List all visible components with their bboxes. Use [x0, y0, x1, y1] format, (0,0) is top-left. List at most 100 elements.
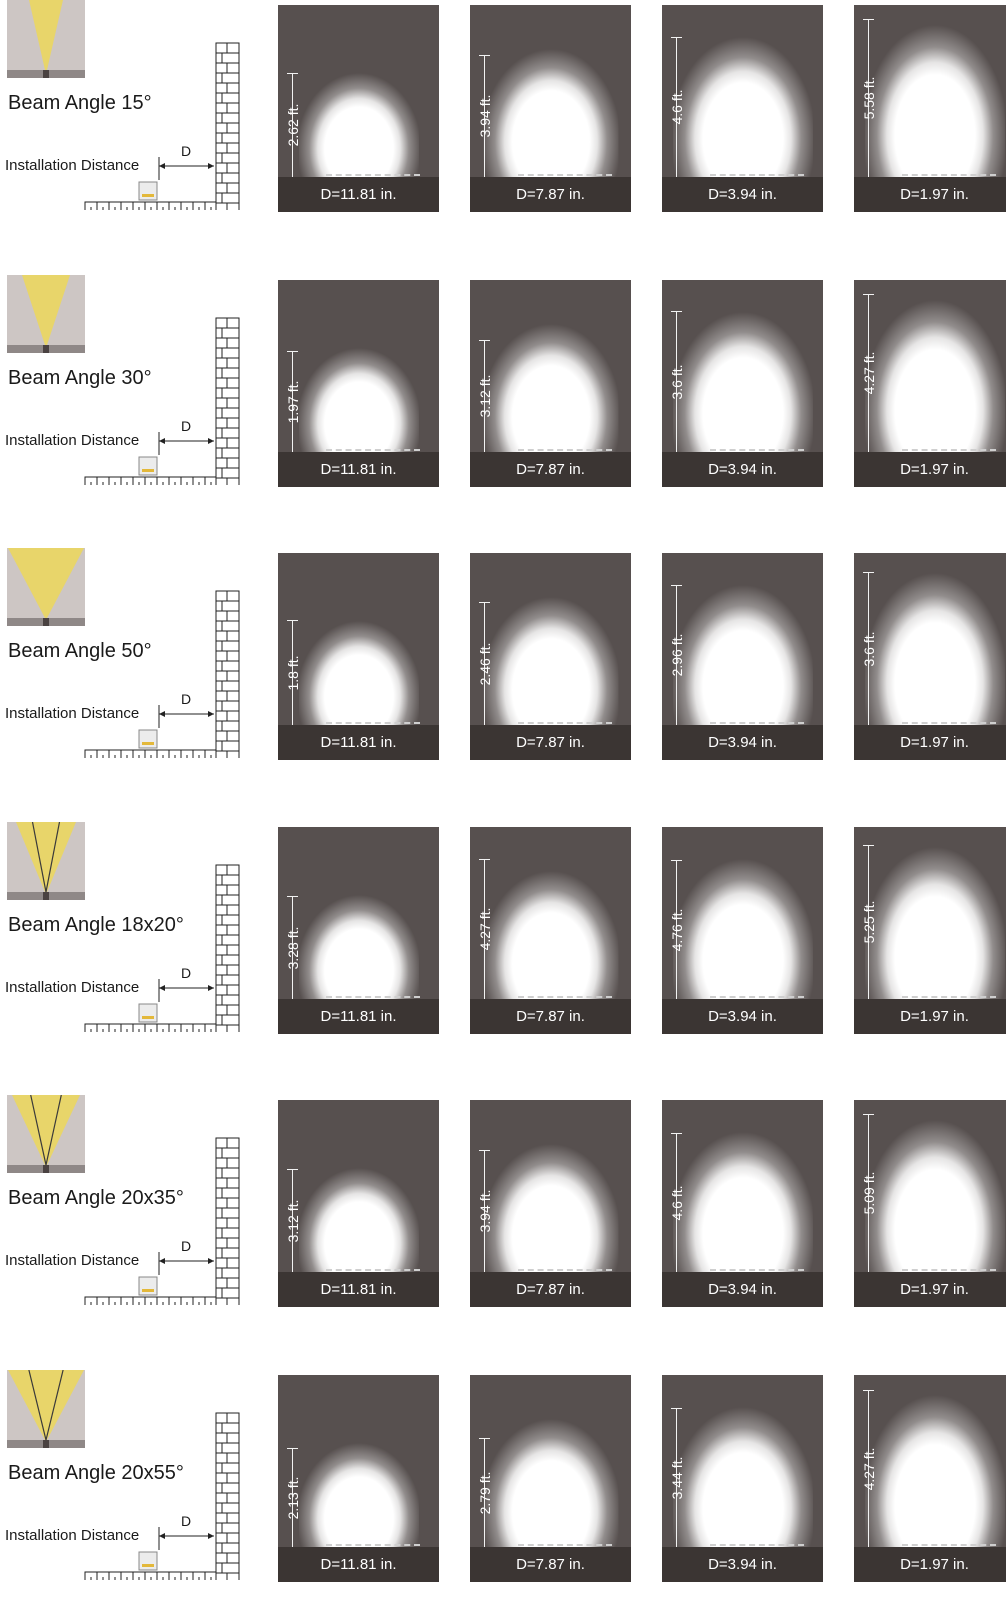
- throw-height-label: 5.09 ft.: [861, 1171, 877, 1215]
- installation-diagram: Beam Angle 18x20° D Installation Distance: [0, 822, 250, 1032]
- panel-floor: [470, 725, 631, 760]
- light-glow: [483, 292, 618, 452]
- throw-height-label: 3.12 ft.: [285, 1199, 301, 1242]
- led-strip: [710, 174, 804, 176]
- distance-label: D=11.81 in.: [320, 461, 397, 478]
- light-beam-panel: 1.8 ft. D=11.81 in.: [278, 553, 439, 760]
- beam-thumbnail-icon: [7, 1370, 85, 1448]
- installation-diagram: Beam Angle 15° D Installation Distance: [0, 0, 250, 210]
- light-beam-panel: 3.94 ft. D=7.87 in.: [470, 1100, 631, 1307]
- distance-d-label: D: [181, 418, 192, 434]
- distance-label: D=1.97 in.: [900, 1556, 969, 1573]
- wall-diagram: [84, 317, 240, 485]
- light-glow: [864, 1375, 1005, 1547]
- light-beam-panel: 5.25 ft. D=1.97 in.: [854, 827, 1006, 1034]
- height-measure-line: [868, 572, 869, 725]
- installation-distance-label: Installation Distance: [5, 979, 140, 996]
- height-measure-cap: [479, 340, 490, 341]
- panel-floor: [662, 177, 823, 212]
- panel-floor: [278, 1547, 439, 1582]
- led-strip: [326, 1269, 420, 1271]
- height-measure-cap: [863, 1114, 874, 1115]
- throw-height-label: 3.94 ft.: [477, 1189, 493, 1233]
- light-glow: [483, 1387, 618, 1547]
- height-measure-cap: [479, 859, 490, 860]
- led-strip: [518, 1544, 612, 1546]
- throw-height-label: 3.28 ft.: [285, 926, 301, 969]
- led-strip: [710, 449, 804, 451]
- panel-floor: [278, 1272, 439, 1307]
- height-measure-line: [292, 1448, 293, 1547]
- beam-angle-row: Beam Angle 30° D Installation Distance 1.97…: [0, 275, 1006, 487]
- beam-angle-title: Beam Angle 18x20°: [8, 914, 184, 936]
- led-strip: [326, 722, 420, 724]
- led-strip: [710, 1269, 804, 1271]
- height-measure-cap: [863, 19, 874, 20]
- light-glow: [672, 1375, 813, 1547]
- throw-height-label: 4.6 ft.: [669, 89, 685, 125]
- panel-floor: [470, 1547, 631, 1582]
- distance-d-label: D: [181, 691, 192, 707]
- light-beam-panel: 2.62 ft. D=11.81 in.: [278, 5, 439, 212]
- led-strip: [902, 174, 996, 176]
- installation-diagram: Beam Angle 20x35° D Installation Distance: [0, 1095, 250, 1305]
- distance-label: D=11.81 in.: [320, 1008, 397, 1025]
- panel-floor: [470, 1272, 631, 1307]
- height-measure-line: [868, 1114, 869, 1272]
- light-glow: [298, 322, 419, 452]
- height-measure-cap: [863, 294, 874, 295]
- light-glow: [672, 5, 813, 177]
- led-strip: [902, 1269, 996, 1271]
- distance-label: D=11.81 in.: [320, 734, 397, 751]
- beam-angle-title: Beam Angle 20x55°: [8, 1462, 184, 1484]
- light-beam-panel: 3.94 ft. D=7.87 in.: [470, 5, 631, 212]
- light-glow: [864, 827, 1005, 999]
- beam-angle-row: Beam Angle 20x35° D Installation Distance 3…: [0, 1095, 1006, 1307]
- panel-floor: [278, 725, 439, 760]
- beam-angle-row: Beam Angle 50° D Installation Distance 1.8 …: [0, 548, 1006, 760]
- light-beam-panel: 3.12 ft. D=11.81 in.: [278, 1100, 439, 1307]
- panel-floor: [470, 177, 631, 212]
- distance-label: D=11.81 in.: [320, 1281, 397, 1298]
- light-glow: [483, 17, 618, 177]
- light-beam-panel: 4.6 ft. D=3.94 in.: [662, 1100, 823, 1307]
- panel-floor: [854, 452, 1006, 487]
- throw-height-label: 3.94 ft.: [477, 94, 493, 138]
- panel-floor: [854, 177, 1006, 212]
- distance-label: D=1.97 in.: [900, 1281, 969, 1298]
- led-strip: [326, 449, 420, 451]
- distance-label: D=3.94 in.: [708, 461, 777, 478]
- led-strip: [326, 1544, 420, 1546]
- installation-distance-label: Installation Distance: [5, 157, 140, 174]
- panel-floor: [662, 1547, 823, 1582]
- throw-height-label: 4.27 ft.: [861, 351, 877, 395]
- panel-floor: [854, 1547, 1006, 1582]
- height-measure-line: [484, 859, 485, 999]
- beam-thumbnail-icon: [7, 1095, 85, 1173]
- height-measure-cap: [287, 620, 298, 621]
- light-glow: [483, 1112, 618, 1272]
- wall-diagram: [84, 590, 240, 758]
- beam-angle-row: Beam Angle 20x55° D Installation Distance 2…: [0, 1370, 1006, 1582]
- distance-label: D=3.94 in.: [708, 1281, 777, 1298]
- height-measure-cap: [479, 1150, 490, 1151]
- beam-thumbnail-icon: [7, 822, 85, 900]
- height-measure-line: [676, 37, 677, 177]
- led-strip: [518, 996, 612, 998]
- distance-label: D=1.97 in.: [900, 186, 969, 203]
- light-beam-panel: 3.44 ft. D=3.94 in.: [662, 1375, 823, 1582]
- distance-label: D=7.87 in.: [516, 1556, 585, 1573]
- light-beam-panel: 3.6 ft. D=1.97 in.: [854, 553, 1006, 760]
- height-measure-line: [484, 55, 485, 177]
- height-measure-line: [292, 620, 293, 725]
- height-measure-cap: [671, 1408, 682, 1409]
- height-measure-line: [484, 340, 485, 452]
- height-measure-cap: [671, 860, 682, 861]
- distance-label: D=7.87 in.: [516, 461, 585, 478]
- distance-label: D=1.97 in.: [900, 461, 969, 478]
- light-beam-panel: 3.6 ft. D=3.94 in.: [662, 280, 823, 487]
- height-measure-line: [868, 294, 869, 452]
- installation-diagram: Beam Angle 50° D Installation Distance: [0, 548, 250, 758]
- light-beam-panel: 3.12 ft. D=7.87 in.: [470, 280, 631, 487]
- led-strip: [326, 996, 420, 998]
